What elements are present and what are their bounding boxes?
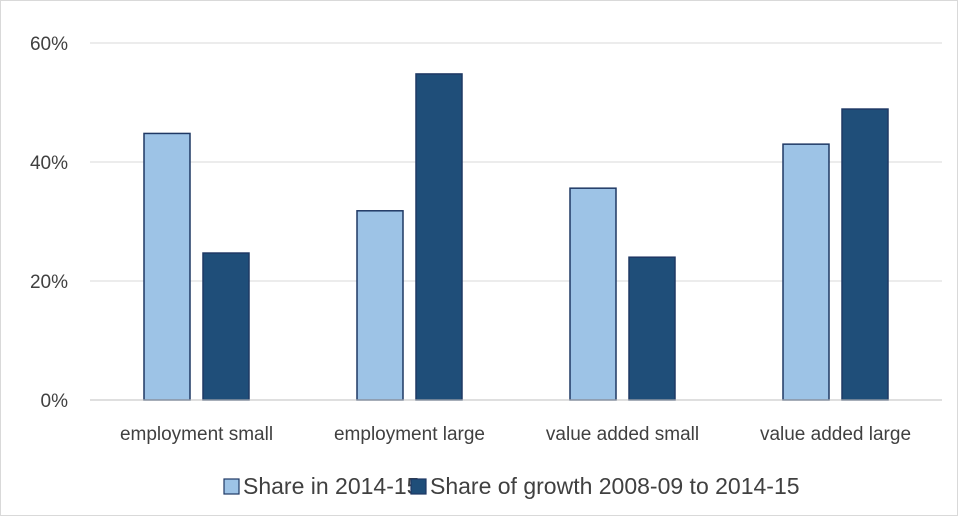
x-tick-label: value added small — [546, 424, 699, 445]
legend-swatch — [410, 478, 427, 495]
x-axis-ticks: employment small employment large value ad… — [120, 424, 911, 445]
y-tick-label: 40% — [30, 153, 68, 174]
x-tick-label: employment small — [120, 424, 273, 445]
bar-growth-2 — [628, 256, 676, 401]
y-tick-label: 20% — [30, 272, 68, 293]
x-tick-label: employment large — [334, 424, 485, 445]
bars — [143, 73, 889, 401]
bar-share-3 — [782, 143, 830, 401]
x-tick-label: value added large — [760, 424, 911, 445]
bar-growth-0 — [202, 252, 250, 401]
y-axis-ticks: 0% 20% 40% 60% — [30, 34, 68, 412]
bar-share-1 — [356, 210, 404, 401]
bar-growth-3 — [841, 108, 889, 401]
bar-growth-1 — [415, 73, 463, 401]
legend-swatch — [223, 478, 240, 495]
bar-share-0 — [143, 132, 191, 401]
y-tick-label: 60% — [30, 34, 68, 55]
legend-label: Share in 2014-15 — [243, 473, 419, 499]
legend: Share in 2014-15 Share of growth 2008-09 … — [223, 473, 800, 499]
y-tick-label: 0% — [41, 391, 69, 412]
legend-label: Share of growth 2008-09 to 2014-15 — [430, 473, 800, 499]
bar-share-2 — [569, 187, 617, 401]
